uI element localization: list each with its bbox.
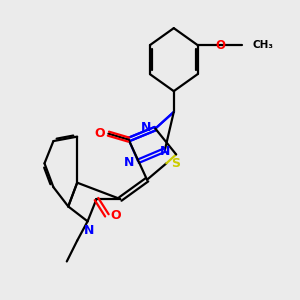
Text: N: N xyxy=(84,224,94,237)
Text: O: O xyxy=(110,209,121,222)
Text: N: N xyxy=(123,156,134,169)
Text: O: O xyxy=(95,127,105,140)
Text: N: N xyxy=(141,121,151,134)
Text: S: S xyxy=(171,157,180,170)
Text: O: O xyxy=(216,39,226,52)
Text: N: N xyxy=(160,145,170,158)
Text: CH₃: CH₃ xyxy=(253,40,274,50)
